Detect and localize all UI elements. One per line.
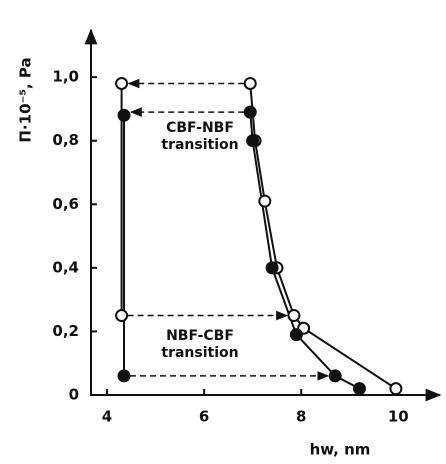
annotation: transition xyxy=(161,137,238,153)
annotation: NBF-CBF xyxy=(166,328,234,344)
x-tick-label: 8 xyxy=(296,408,306,426)
point xyxy=(289,328,303,342)
point xyxy=(243,105,257,119)
y-tick-label: 0,6 xyxy=(52,195,79,213)
point xyxy=(117,108,131,122)
curve xyxy=(249,112,360,390)
point xyxy=(117,369,131,383)
point xyxy=(243,77,257,90)
y-axis-label: Π·10⁻⁵, Pa xyxy=(17,57,35,142)
curve xyxy=(249,83,397,390)
x-axis-label: hw, nm xyxy=(310,441,371,459)
point xyxy=(258,194,272,208)
annotation: CBF-NBF xyxy=(166,120,234,136)
point xyxy=(352,382,366,396)
point xyxy=(115,77,129,90)
point xyxy=(328,369,342,383)
point xyxy=(265,261,279,275)
y-tick-label: 0,2 xyxy=(52,322,79,340)
y-tick-label: 0 xyxy=(69,386,79,404)
point xyxy=(389,382,403,396)
x-tick-label: 10 xyxy=(388,408,409,426)
x-tick-label: 6 xyxy=(199,408,209,426)
point xyxy=(287,309,301,323)
y-tick-label: 1,0 xyxy=(52,68,79,86)
annotation: transition xyxy=(161,345,238,361)
x-tick-label: 4 xyxy=(102,408,112,426)
y-tick-label: 0,4 xyxy=(52,258,79,276)
point xyxy=(246,134,260,148)
point xyxy=(115,309,129,323)
y-tick-label: 0,8 xyxy=(52,131,79,149)
